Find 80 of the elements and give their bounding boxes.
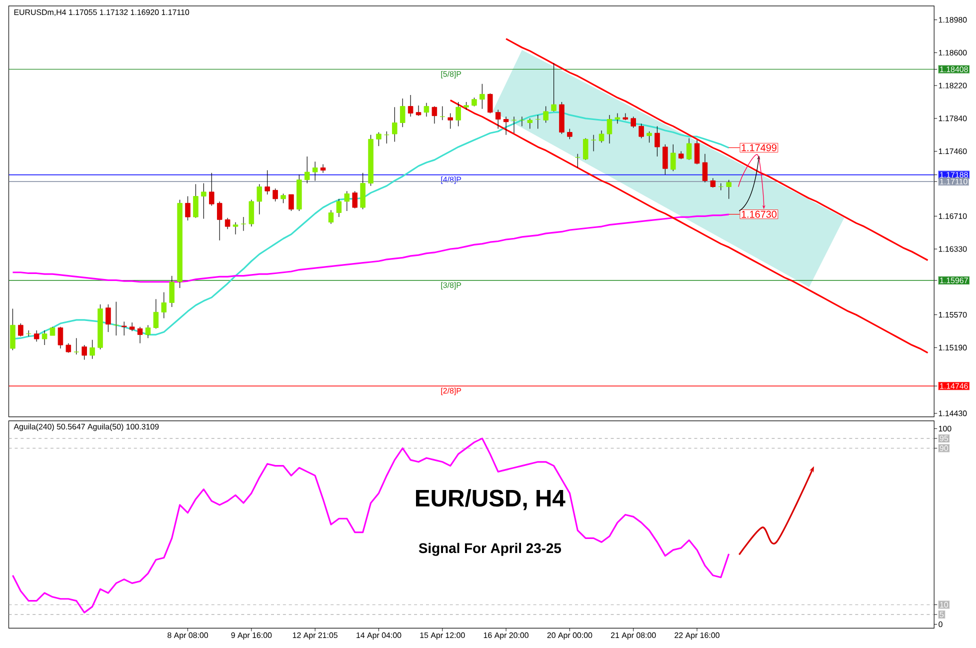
candlestick xyxy=(527,118,533,130)
candlestick xyxy=(344,190,350,212)
candlestick xyxy=(662,144,668,175)
candlestick xyxy=(590,134,596,152)
candlestick xyxy=(702,153,708,183)
candlestick xyxy=(416,105,422,116)
candlestick xyxy=(551,62,556,112)
candlestick xyxy=(216,201,222,241)
candlestick xyxy=(312,161,318,181)
candlestick xyxy=(74,338,80,355)
candlestick xyxy=(201,182,206,219)
candlestick xyxy=(248,199,254,227)
candlestick xyxy=(376,132,382,146)
candlestick xyxy=(654,126,660,157)
candlestick xyxy=(384,131,390,144)
candlestick xyxy=(670,144,676,172)
candlestick xyxy=(58,326,64,349)
candlestick xyxy=(320,164,326,174)
candlestick xyxy=(169,275,174,308)
candlestick xyxy=(710,178,716,188)
candlestick xyxy=(511,116,517,134)
annotation: EUR/USD, H4 xyxy=(416,489,566,510)
candlestick xyxy=(336,198,342,218)
candlestick xyxy=(114,301,119,336)
candlestick xyxy=(535,114,541,130)
candlestick xyxy=(34,330,40,342)
candlestick xyxy=(42,330,48,346)
candlestick xyxy=(18,323,24,337)
candlestick xyxy=(448,112,453,130)
annotation: Signal For April 23-25 xyxy=(418,542,562,556)
candlestick xyxy=(582,138,588,160)
candlestick xyxy=(82,344,87,360)
candlestick xyxy=(400,98,406,128)
candlestick xyxy=(488,92,493,114)
candlestick xyxy=(90,339,95,360)
candlestick xyxy=(614,112,620,124)
candlestick xyxy=(432,106,438,124)
candlestick xyxy=(224,218,230,230)
candlestick xyxy=(121,321,127,336)
candlestick xyxy=(575,153,580,168)
candlestick xyxy=(256,184,262,215)
candlestick xyxy=(232,222,238,235)
candlestick xyxy=(106,304,111,332)
candlestick xyxy=(480,83,485,110)
candlestick xyxy=(392,106,398,142)
candlestick xyxy=(161,292,167,318)
candlestick xyxy=(264,170,270,195)
candlestick xyxy=(352,190,358,209)
annotation: 1.16730 xyxy=(742,210,777,218)
candlestick xyxy=(598,130,604,143)
candlestick xyxy=(519,116,525,126)
candlestick xyxy=(638,123,644,139)
candlestick xyxy=(424,102,430,117)
candlestick xyxy=(646,131,652,143)
annotation: 1.17499 xyxy=(742,144,776,152)
candlestick xyxy=(606,114,612,144)
candlestick xyxy=(137,326,143,344)
candlestick xyxy=(456,102,461,126)
candlestick xyxy=(503,116,509,136)
candlestick xyxy=(408,94,414,117)
candlestick xyxy=(694,140,700,164)
candlestick xyxy=(726,179,732,200)
candlestick xyxy=(193,184,198,218)
candlestick xyxy=(145,324,151,338)
candlestick xyxy=(153,298,159,329)
candlestick xyxy=(66,342,72,354)
candlestick xyxy=(440,106,446,120)
candlestick xyxy=(185,196,190,221)
candlestick xyxy=(567,128,572,140)
candlestick xyxy=(495,109,501,130)
candlestick xyxy=(328,210,334,224)
candlestick xyxy=(272,188,278,202)
candlestick xyxy=(304,156,310,184)
candlestick xyxy=(280,193,286,204)
candlestick xyxy=(686,138,692,160)
candlestick xyxy=(209,172,214,206)
candlestick xyxy=(543,106,548,123)
candlestick xyxy=(288,194,294,212)
candlestick xyxy=(630,116,636,128)
candlestick xyxy=(240,216,246,232)
